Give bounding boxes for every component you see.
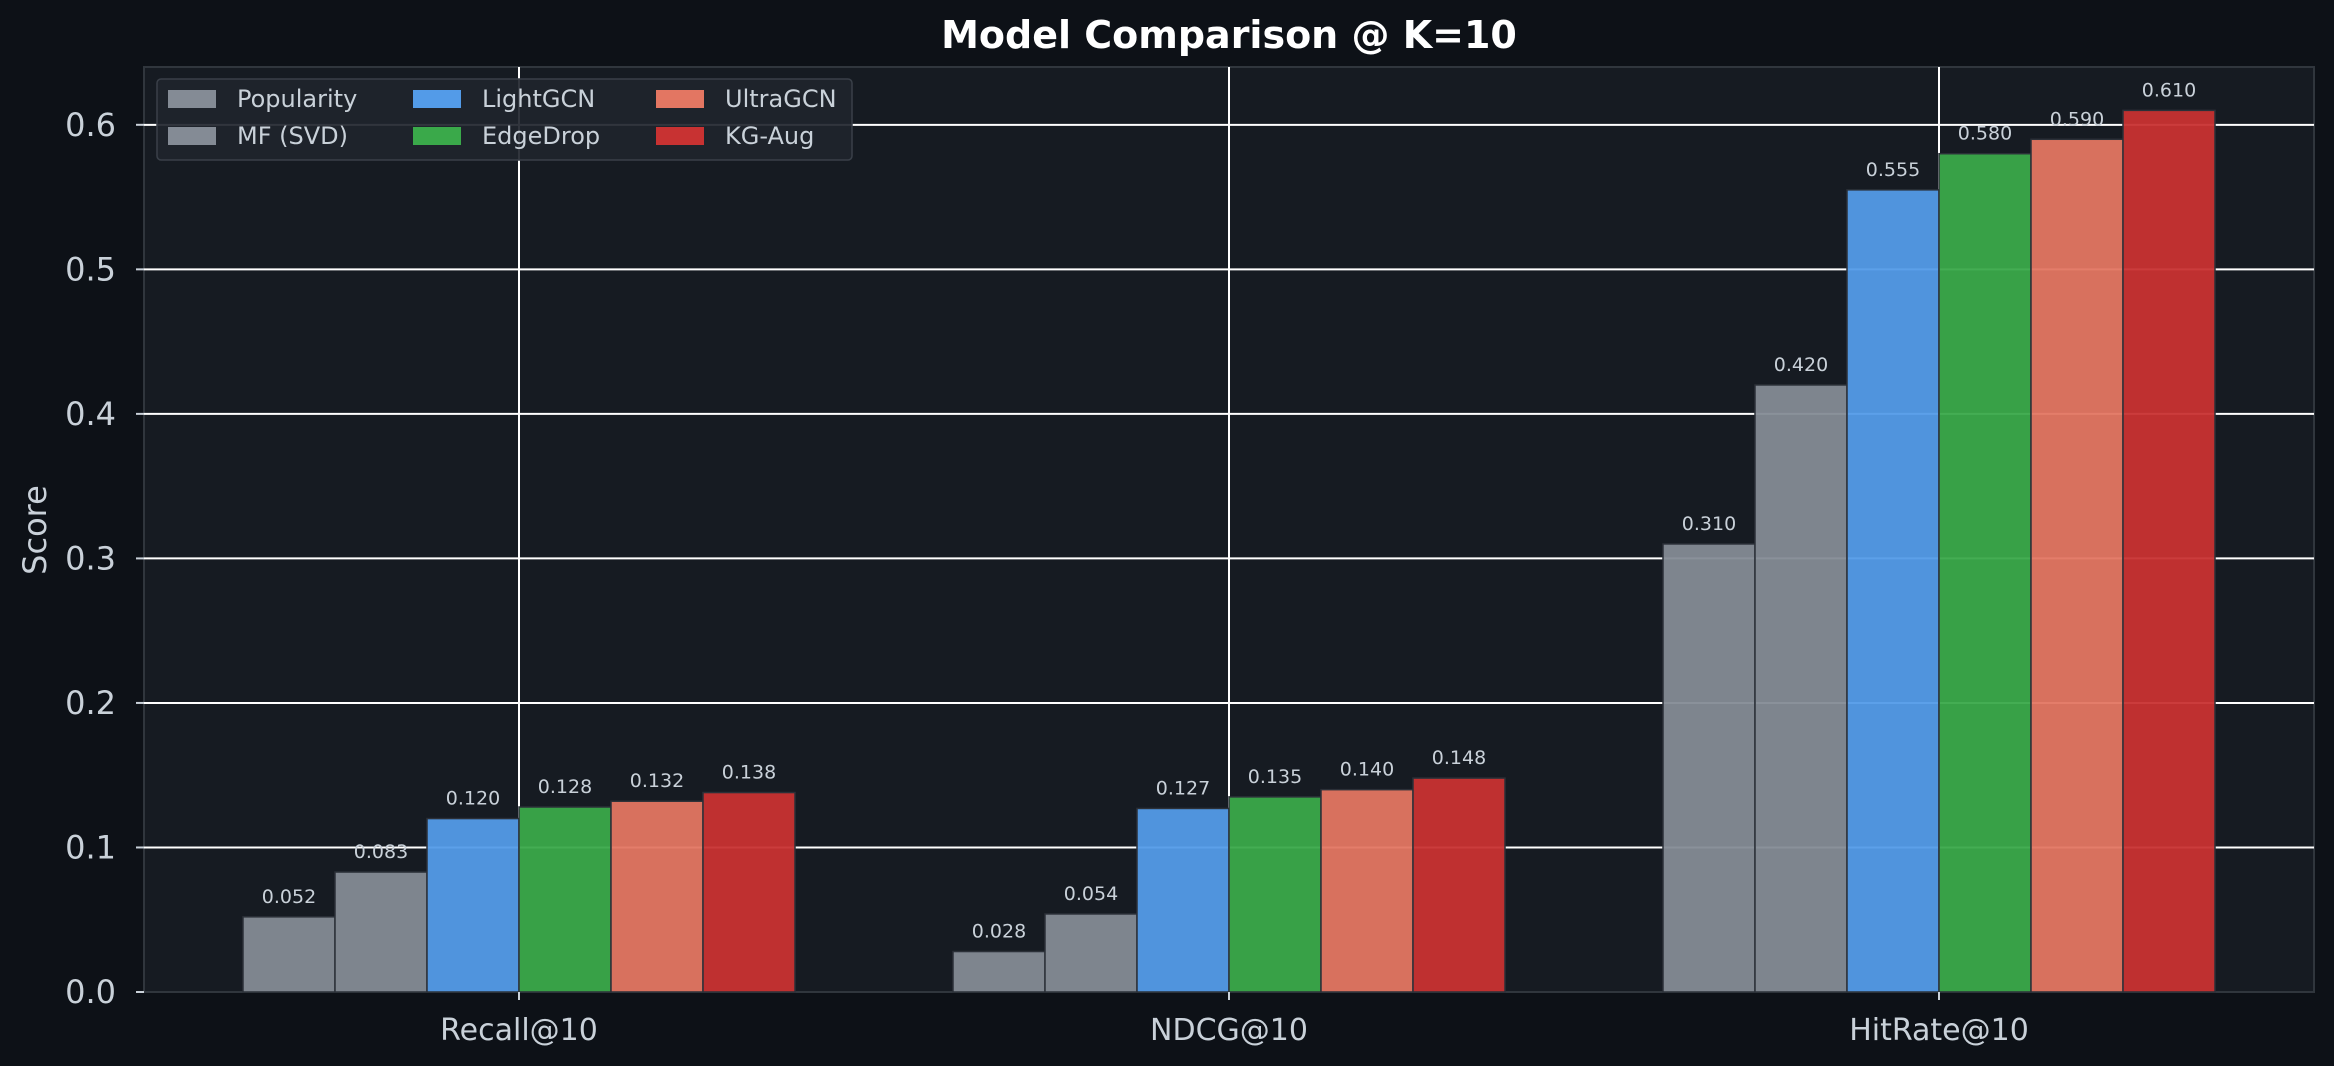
- legend-label: MF (SVD): [237, 122, 348, 150]
- legend-label: LightGCN: [482, 85, 595, 113]
- legend-swatch: [656, 90, 704, 108]
- bar: [1412, 777, 1506, 993]
- y-tick-label: 0.0: [65, 973, 116, 1011]
- x-tick-label: HitRate@10: [1849, 1013, 2029, 1048]
- data-label: 0.138: [722, 762, 776, 784]
- y-tick-label: 0.4: [65, 395, 116, 433]
- bar: [1320, 788, 1414, 993]
- bar: [334, 871, 428, 993]
- bar: [1044, 913, 1138, 993]
- data-label: 0.127: [1156, 777, 1210, 799]
- data-label: 0.083: [354, 841, 408, 863]
- legend-label: Popularity: [237, 85, 357, 113]
- y-ticks: 0.0 0.1 0.2 0.3 0.4 0.5 0.6: [65, 106, 144, 1011]
- x-ticks: Recall@10 NDCG@10 HitRate@10: [440, 992, 2029, 1048]
- y-tick-label: 0.3: [65, 539, 116, 577]
- data-label: 0.140: [1340, 759, 1394, 781]
- y-tick-label: 0.1: [65, 828, 116, 866]
- bar: [1754, 384, 1848, 993]
- x-tick-label: Recall@10: [440, 1013, 598, 1048]
- data-label: 0.310: [1682, 513, 1736, 535]
- legend-swatch: [413, 90, 461, 108]
- legend-label: EdgeDrop: [482, 122, 600, 150]
- bar: [426, 817, 520, 993]
- bar: [242, 916, 336, 993]
- bar: [1136, 807, 1230, 993]
- data-label: 0.120: [446, 788, 500, 810]
- data-label: 0.610: [2142, 79, 2196, 101]
- bar: [1846, 189, 1940, 993]
- data-label: 0.555: [1866, 159, 1920, 181]
- data-label: 0.590: [2050, 108, 2104, 130]
- data-label: 0.420: [1774, 354, 1828, 376]
- y-tick-label: 0.5: [65, 250, 116, 288]
- data-label: 0.132: [630, 770, 684, 792]
- y-tick-label: 0.6: [65, 106, 116, 144]
- bar: [1662, 543, 1756, 993]
- legend-swatch: [413, 127, 461, 145]
- y-axis-label: Score: [16, 485, 54, 575]
- bar: [2030, 138, 2124, 993]
- x-tick-label: NDCG@10: [1150, 1013, 1308, 1048]
- data-label: 0.135: [1248, 766, 1302, 788]
- legend-label: KG-Aug: [725, 122, 814, 150]
- bar: [610, 800, 704, 993]
- legend: Popularity MF (SVD) LightGCN EdgeDrop UltraG…: [156, 78, 853, 161]
- legend-swatch: [168, 90, 216, 108]
- legend-swatch: [656, 127, 704, 145]
- bar: [2122, 109, 2216, 993]
- bar: [702, 791, 796, 993]
- data-labels: 0.052 0.028 0.310 0.083 0.054 0.420 0.120 0.127…: [262, 79, 2196, 942]
- bar: [952, 950, 1046, 993]
- data-label: 0.052: [262, 886, 316, 908]
- chart-title: Model Comparison @ K=10: [941, 13, 1517, 57]
- data-label: 0.128: [538, 776, 592, 798]
- y-tick-label: 0.2: [65, 684, 116, 722]
- bar: [1938, 152, 2032, 993]
- bars-group: [242, 109, 2216, 993]
- bar: [518, 806, 612, 993]
- data-label: 0.580: [1958, 123, 2012, 145]
- bar: [1228, 796, 1322, 993]
- data-label: 0.028: [972, 921, 1026, 943]
- legend-label: UltraGCN: [725, 85, 837, 113]
- legend-swatch: [168, 127, 216, 145]
- data-label: 0.054: [1064, 883, 1118, 905]
- data-label: 0.148: [1432, 747, 1486, 769]
